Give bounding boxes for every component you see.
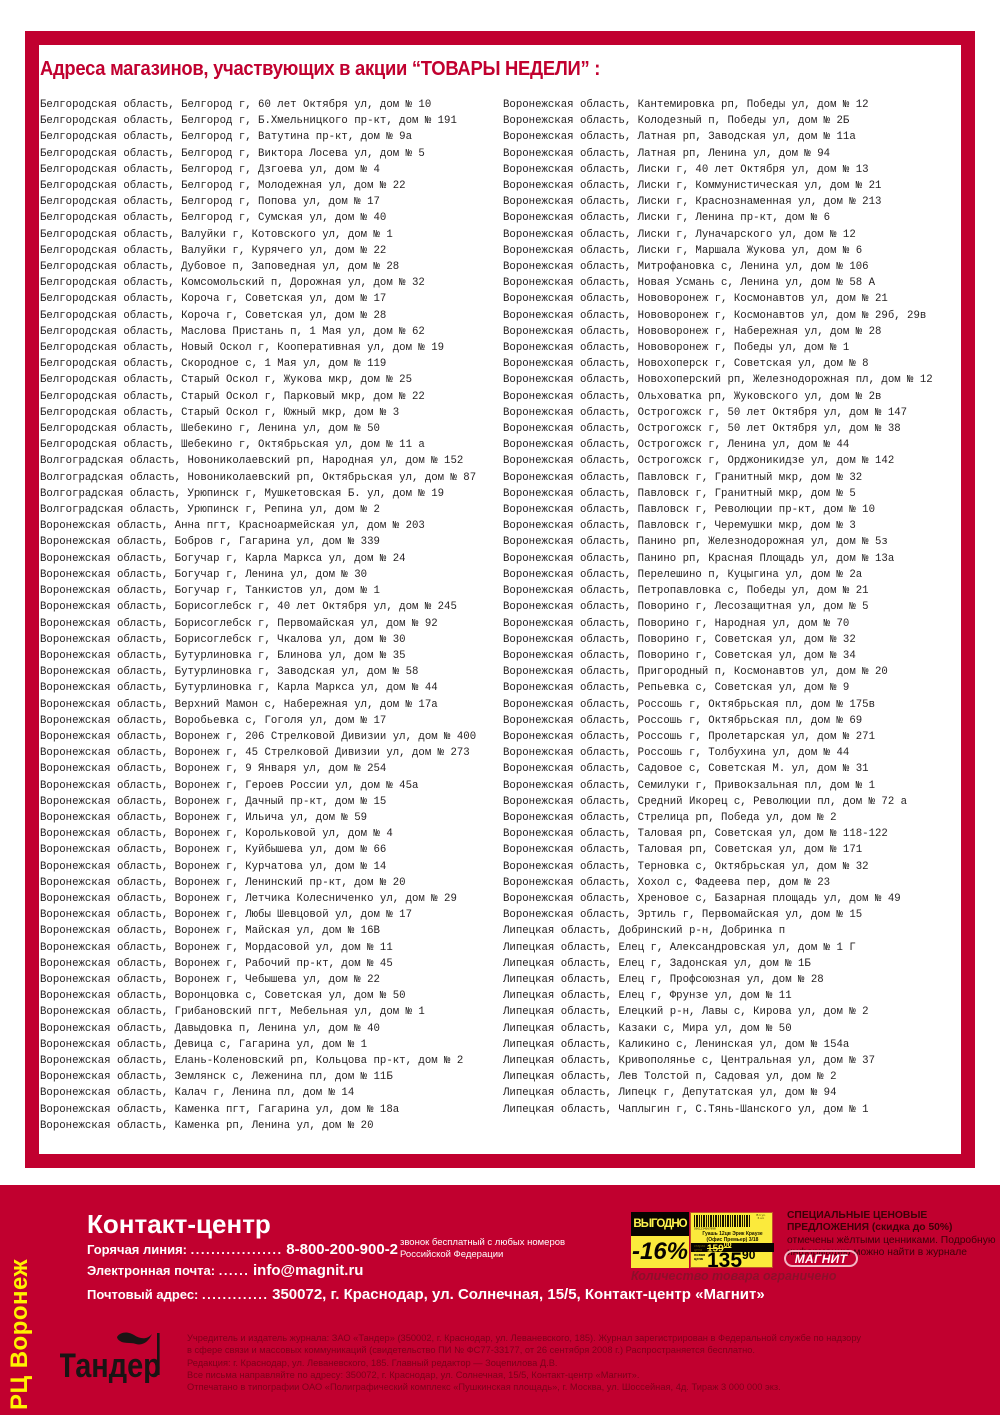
svg-text:5901234567898: 5901234567898 — [694, 1227, 716, 1231]
svg-text:Тандер: Тандер — [60, 1346, 161, 1383]
